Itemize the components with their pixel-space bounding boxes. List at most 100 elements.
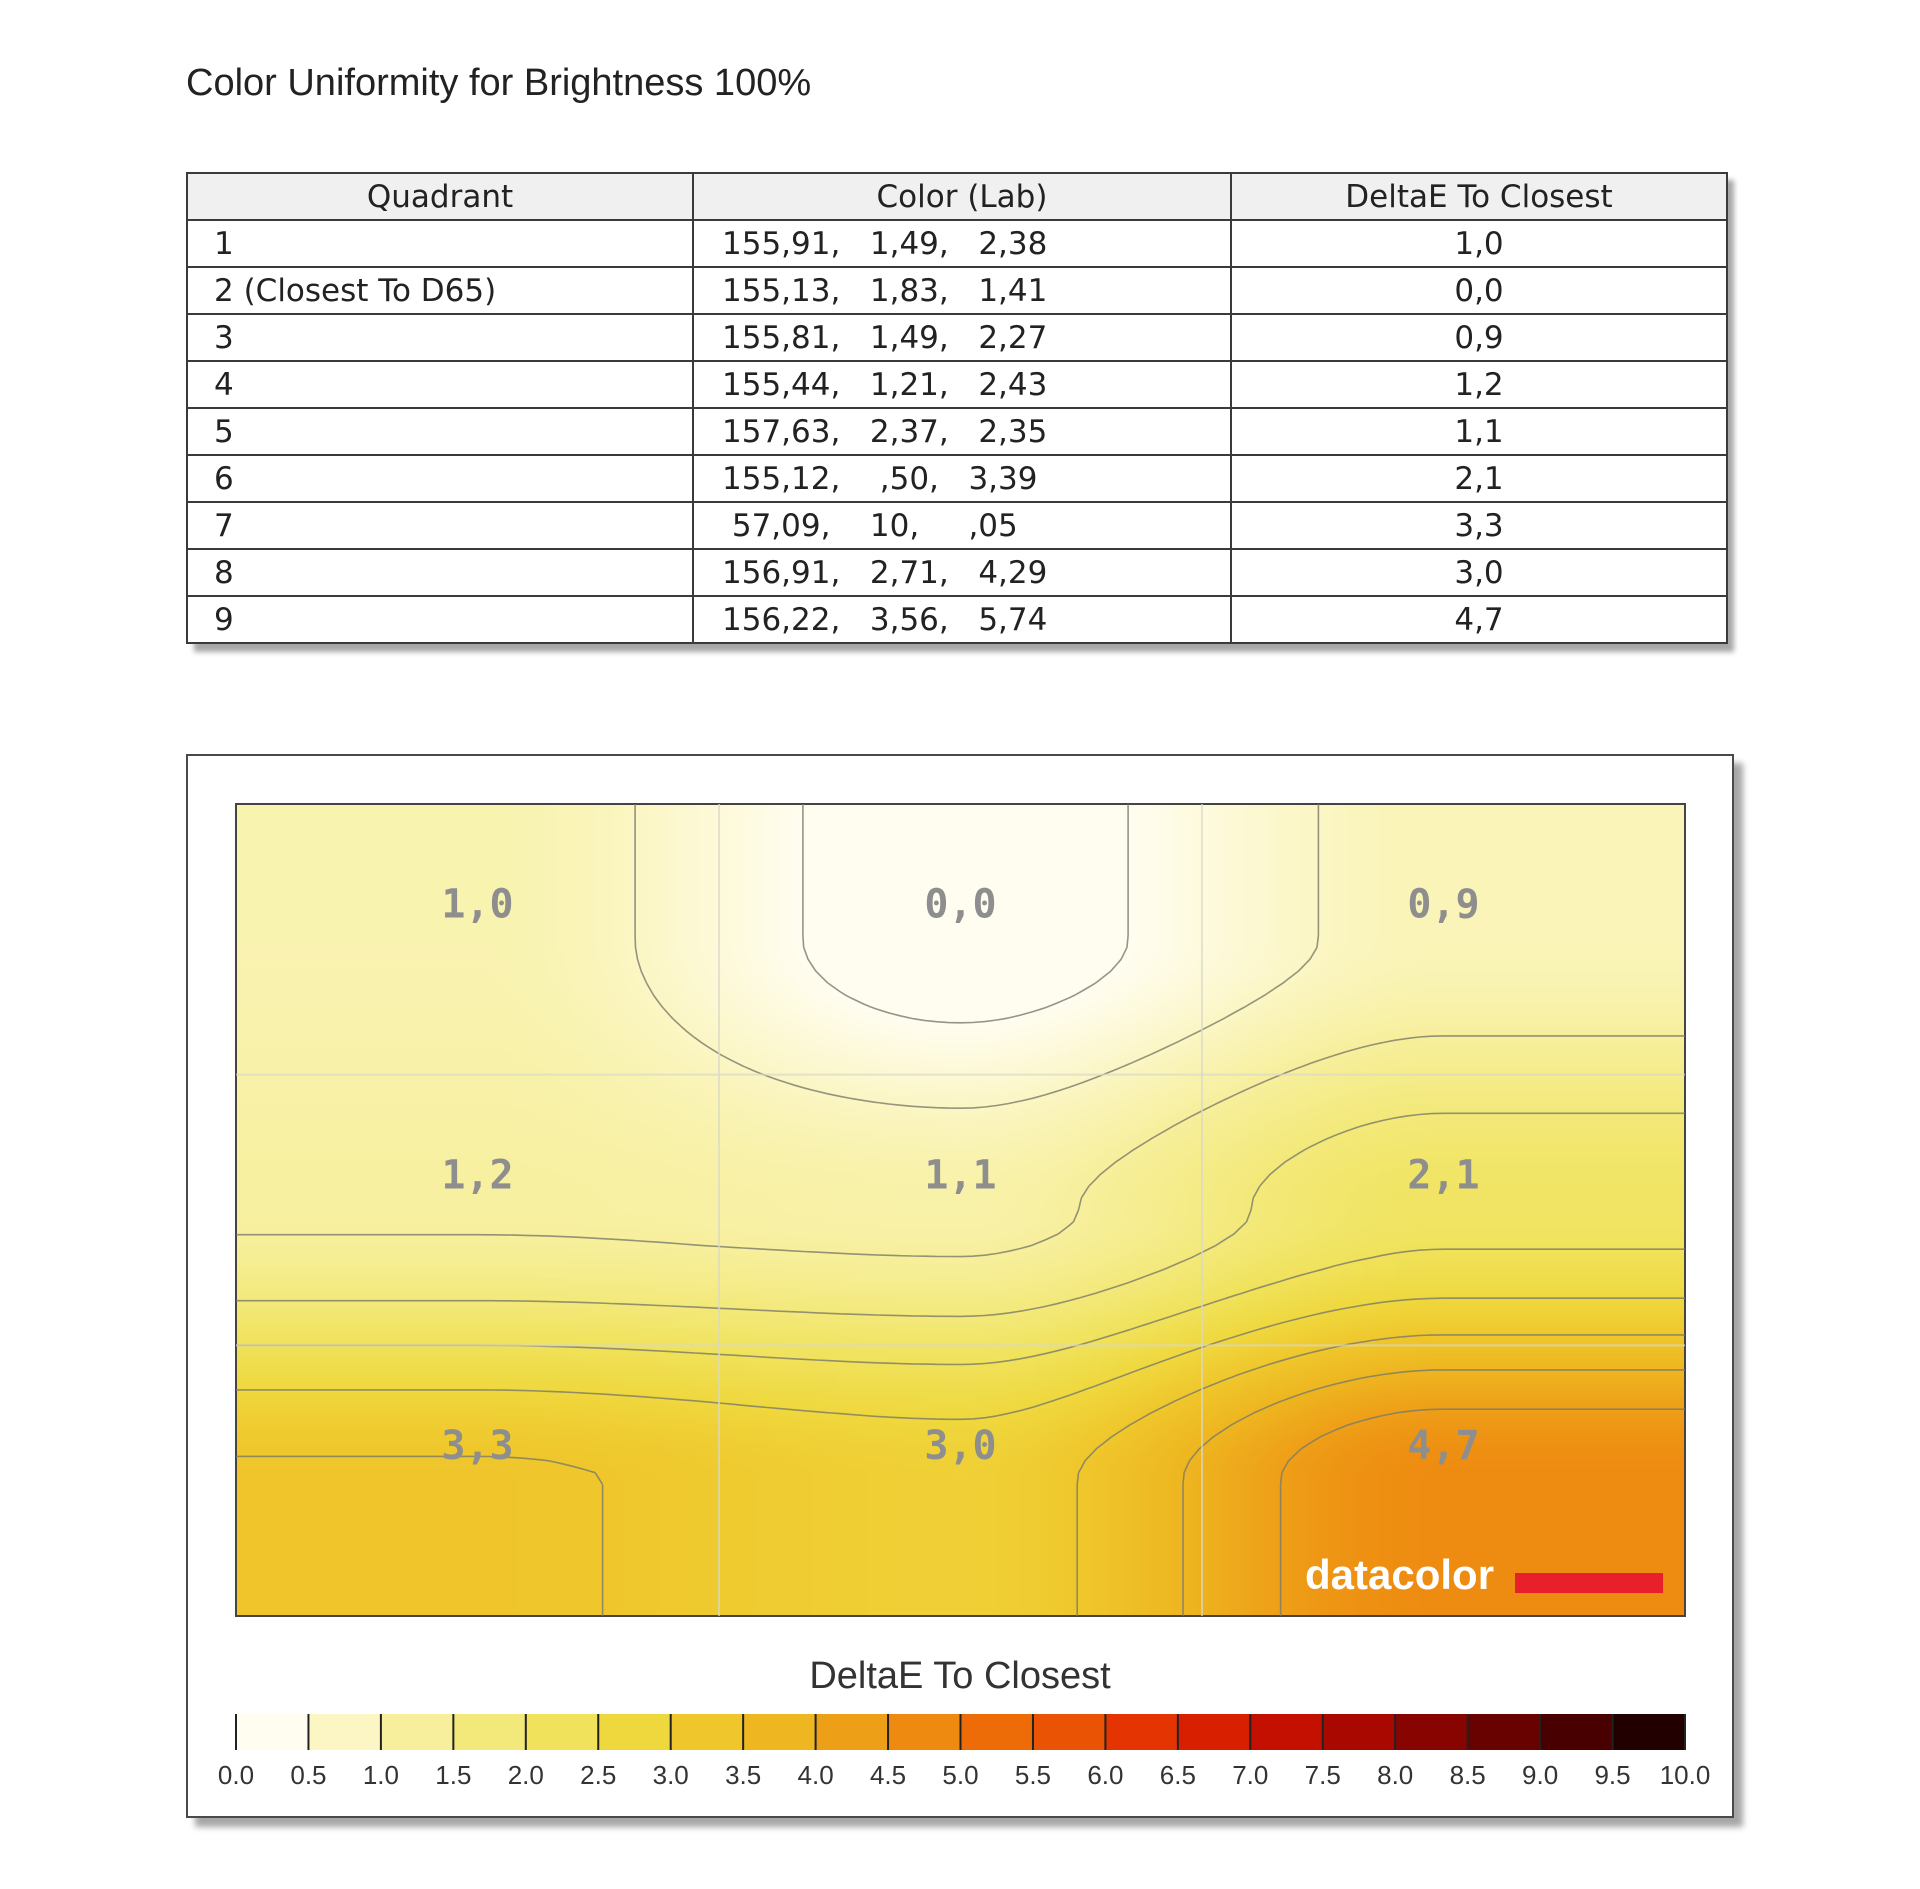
heatmap-chart: 1,0 0,0 0,9 1,2 1,1 2,1 3,3 3,0 4,7 datacolor De…: [218, 803, 1710, 1790]
table-row: 2 (Closest To D65) 155,13, 1,83, 1,41 0,0: [186, 266, 1728, 315]
colorbar-tick-label: 4.0: [798, 1760, 834, 1790]
cell-value-label: 1,0: [441, 882, 513, 928]
colorbar-tick-label: 7.5: [1305, 1760, 1341, 1790]
contour-line: [802, 804, 1129, 1024]
colorbar-tick-label: 6.0: [1087, 1760, 1123, 1790]
cell-quadrant: 7: [186, 501, 694, 550]
cell-deltae: 0,0: [1230, 266, 1728, 315]
table-row: 9 156,22, 3,56, 5,74 4,7: [186, 595, 1728, 644]
cell-color-lab: 57,09, 10, ,05: [692, 501, 1232, 550]
cell-quadrant: 6: [186, 454, 694, 503]
colorbar-swatch: [598, 1714, 672, 1750]
colorbar-tick-label: 8.5: [1450, 1760, 1486, 1790]
colorbar-swatch: [1395, 1714, 1469, 1750]
legend-title: DeltaE To Closest: [809, 1655, 1111, 1697]
contour-line: [236, 1112, 1685, 1318]
colorbar-swatch: [236, 1714, 309, 1750]
colorbar-swatch: [1322, 1714, 1396, 1750]
colorbar-tick-label: 7.0: [1232, 1760, 1268, 1790]
cell-color-lab: 155,13, 1,83, 1,41: [692, 266, 1232, 315]
colorbar-tick-label: 2.5: [580, 1760, 616, 1790]
table-row: 3 155,81, 1,49, 2,27 0,9: [186, 313, 1728, 362]
cell-quadrant: 3: [186, 313, 694, 362]
cell-quadrant: 2 (Closest To D65): [186, 266, 694, 315]
cell-deltae: 1,1: [1230, 407, 1728, 456]
table-body: 1 155,91, 1,49, 2,38 1,0 2 (Closest To D65)…: [186, 219, 1728, 644]
cell-quadrant: 1: [186, 219, 694, 268]
colorbar-tick-label: 3.5: [725, 1760, 761, 1790]
contour-lines: [236, 804, 1685, 1616]
colorbar-swatch: [1540, 1714, 1614, 1750]
cell-value-label: 3,0: [924, 1423, 996, 1469]
cell-quadrant: 8: [186, 548, 694, 597]
cell-value-label: 1,1: [924, 1152, 996, 1198]
cell-color-lab: 155,44, 1,21, 2,43: [692, 360, 1232, 409]
header-color-lab: Color (Lab): [692, 172, 1232, 221]
heatmap-gridlines: [236, 804, 1685, 1616]
heatmap-plot: [235, 803, 1686, 1617]
cell-quadrant: 9: [186, 595, 694, 644]
cell-color-lab: 156,22, 3,56, 5,74: [692, 595, 1232, 644]
cell-color-lab: 155,12, ,50, 3,39: [692, 454, 1232, 503]
header-quadrant: Quadrant: [186, 172, 694, 221]
plot-border: [235, 803, 1686, 1617]
lab-table-container: Quadrant Color (Lab) DeltaE To Closest 1…: [186, 172, 1728, 644]
colorbar: 0.0 0.5 1.0 1.5 2.0 2.5 3.0 3.5 4.0 4.5 5.0 5.5 6.0 6…: [218, 1714, 1710, 1790]
table-row: 8 156,91, 2,71, 4,29 3,0: [186, 548, 1728, 597]
cell-quadrant: 4: [186, 360, 694, 409]
cell-value-label: 1,2: [441, 1152, 513, 1198]
colorbar-tick-label: 4.5: [870, 1760, 906, 1790]
colorbar-swatch: [1612, 1714, 1686, 1750]
cell-deltae: 3,0: [1230, 548, 1728, 597]
lab-table: Quadrant Color (Lab) DeltaE To Closest 1…: [186, 172, 1728, 644]
colorbar-swatch: [743, 1714, 817, 1750]
cell-value-label: 4,7: [1407, 1423, 1479, 1469]
colorbar-tick-label: 5.0: [942, 1760, 978, 1790]
contour-line: [1279, 1408, 1685, 1616]
colorbar-tick-label: 9.5: [1594, 1760, 1630, 1790]
cell-value-label: 3,3: [441, 1423, 513, 1469]
heatmap-surface: [236, 804, 1685, 1616]
colorbar-tick-label: 1.0: [363, 1760, 399, 1790]
colorbar-tick-label: 0.5: [290, 1760, 326, 1790]
cell-value-labels: 1,0 0,0 0,9 1,2 1,1 2,1 3,3 3,0 4,7: [441, 882, 1479, 1469]
colorbar-swatch: [380, 1714, 454, 1750]
colorbar-tick-label: 8.0: [1377, 1760, 1413, 1790]
cell-color-lab: 155,91, 1,49, 2,38: [692, 219, 1232, 268]
colorbar-swatch: [1250, 1714, 1324, 1750]
table-row: 7 57,09, 10, ,05 3,3: [186, 501, 1728, 550]
colorbar-swatch: [1105, 1714, 1179, 1750]
cell-quadrant: 5: [186, 407, 694, 456]
colorbar-swatch: [308, 1714, 382, 1750]
table-header-row: Quadrant Color (Lab) DeltaE To Closest: [186, 172, 1728, 221]
cell-deltae: 3,3: [1230, 501, 1728, 550]
colorbar-swatch: [888, 1714, 961, 1750]
cell-color-lab: 156,91, 2,71, 4,29: [692, 548, 1232, 597]
colorbar-tick-label: 6.5: [1160, 1760, 1196, 1790]
header-deltae: DeltaE To Closest: [1230, 172, 1728, 221]
contour-line: [1182, 1369, 1685, 1616]
colorbar-swatch: [1177, 1714, 1251, 1750]
table-row: 5 157,63, 2,37, 2,35 1,1: [186, 407, 1728, 456]
colorbar-tick-label: 1.5: [435, 1760, 471, 1790]
colorbar-swatch: [960, 1714, 1034, 1750]
contour-line: [236, 1334, 1685, 1616]
cell-deltae: 4,7: [1230, 595, 1728, 644]
colorbar-tick-label: 9.0: [1522, 1760, 1558, 1790]
colorbar-tick-label: 10.0: [1660, 1760, 1711, 1790]
table-row: 4 155,44, 1,21, 2,43 1,2: [186, 360, 1728, 409]
datacolor-logo: datacolor: [1305, 1551, 1663, 1598]
cell-color-lab: 157,63, 2,37, 2,35: [692, 407, 1232, 456]
cell-color-lab: 155,81, 1,49, 2,27: [692, 313, 1232, 362]
colorbar-tick-label: 5.5: [1015, 1760, 1051, 1790]
cell-deltae: 2,1: [1230, 454, 1728, 503]
table-row: 6 155,12, ,50, 3,39 2,1: [186, 454, 1728, 503]
colorbar-tick-label: 0.0: [218, 1760, 254, 1790]
cell-deltae: 0,9: [1230, 313, 1728, 362]
cell-deltae: 1,2: [1230, 360, 1728, 409]
colorbar-swatch: [1032, 1714, 1106, 1750]
cell-value-label: 0,9: [1407, 882, 1479, 928]
colorbar-swatch: [453, 1714, 527, 1750]
page-title: Color Uniformity for Brightness 100%: [186, 62, 812, 104]
heatmap-chart-frame: 1,0 0,0 0,9 1,2 1,1 2,1 3,3 3,0 4,7 datacolor De…: [186, 754, 1734, 1818]
